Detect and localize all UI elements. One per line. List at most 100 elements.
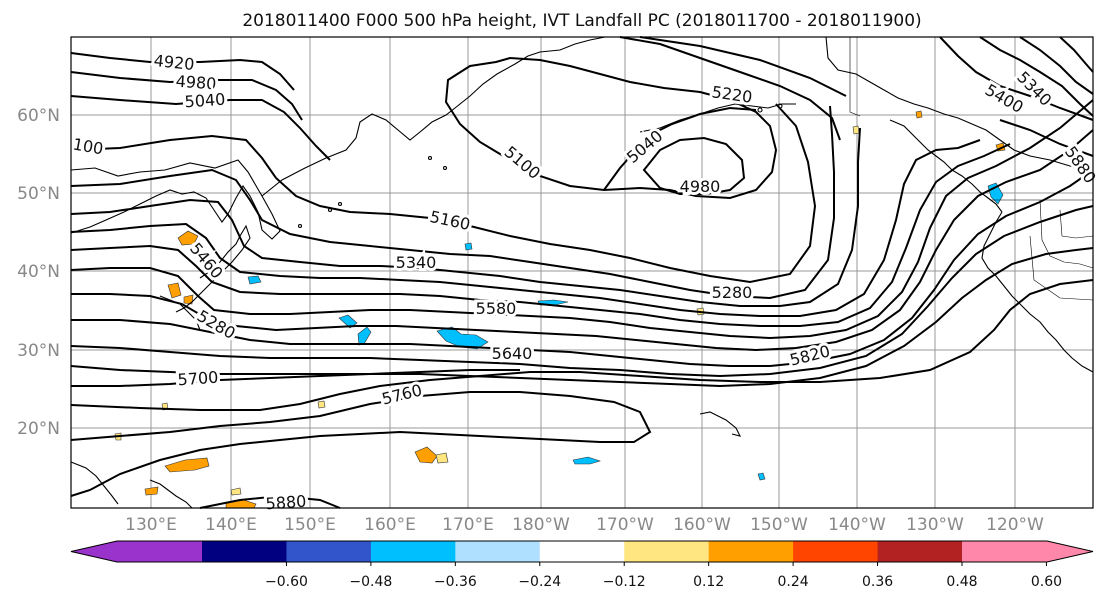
colorbar-band (877, 541, 963, 562)
lon-tick-label: 120°W (986, 515, 1044, 535)
colorbar-extend-min (71, 541, 202, 562)
contour-line (619, 36, 841, 141)
colorbar-band (455, 541, 541, 562)
contour-line (70, 127, 861, 307)
lon-tick-label: 160°W (673, 515, 731, 535)
alaska-coast (825, 36, 1094, 173)
island (442, 165, 448, 171)
alaska-canada-border (849, 37, 861, 117)
contour-line (639, 36, 847, 97)
colorbar-band (708, 541, 794, 562)
kamchatka-coast (261, 36, 606, 197)
island (337, 201, 343, 207)
japan-coast (175, 224, 251, 313)
contour-line (1019, 36, 1094, 95)
ivt-patch-yellow (230, 487, 242, 496)
colorbar-band (202, 541, 287, 562)
lat-tick-label: 50°N (17, 184, 60, 204)
us-state-border (1039, 199, 1094, 269)
contour-line (70, 247, 1094, 388)
hawaii-coast (699, 411, 742, 437)
contour-line (71, 169, 1094, 367)
asia-coast (70, 159, 281, 240)
lat-tick-label: 40°N (17, 262, 60, 282)
contour-line (939, 36, 1094, 121)
map-frame (70, 36, 1094, 509)
contour-line (71, 129, 1094, 352)
contour-line (70, 103, 817, 284)
colorbar-tick-label: −0.48 (349, 574, 392, 590)
ivt-patch-blue (464, 242, 473, 251)
contour-label: 5040 (184, 90, 226, 112)
colorbar-tick-label: 0.24 (778, 574, 809, 590)
philippines-coast (149, 479, 193, 509)
ivt-patch-orange (915, 110, 923, 119)
ivt-patch-blue (757, 472, 766, 481)
lon-tick-label: 170°E (442, 515, 494, 535)
contour-line (70, 99, 1094, 340)
island (297, 223, 303, 229)
contour-line (71, 369, 520, 387)
contour-line (70, 52, 295, 91)
colorbar-band (286, 541, 372, 562)
ivt-patch-blue (247, 275, 262, 285)
colorbar-band (793, 541, 879, 562)
colorbar-tick-label: 0.60 (1031, 574, 1062, 590)
lon-tick-label: 180°W (512, 515, 570, 535)
contour-line (642, 136, 746, 195)
coastlines (70, 36, 1094, 509)
colorbar-tick-label: 0.12 (693, 574, 724, 590)
ivt-patch-yellow (317, 400, 326, 409)
bc-coast (889, 119, 1003, 213)
contour-line (70, 105, 835, 300)
us-state-border (1059, 209, 1094, 239)
ivt-patch-yellow (435, 452, 449, 464)
colorbar-tick-label: 0.36 (862, 574, 893, 590)
latitude-ticks: 20°N 30°N 40°N 50°N 60°N (17, 106, 60, 439)
contour-line (603, 106, 757, 191)
contour-label: 5880 (265, 492, 307, 514)
us-west-coast (981, 211, 1094, 373)
ivt-patch-orange (144, 486, 159, 496)
colorbar-extend-max (962, 541, 1093, 562)
colorbar-tick-label: −0.36 (434, 574, 477, 590)
contour-line (70, 391, 652, 497)
korea-coast (159, 295, 201, 331)
contour-line (999, 119, 1094, 157)
island (757, 107, 763, 113)
ivt-patch-orange (167, 282, 182, 299)
lon-tick-label: 160°E (364, 515, 416, 535)
ivt-patch-blue (572, 456, 601, 465)
lon-tick-label: 150°W (750, 515, 808, 535)
colorbar-outline (70, 540, 1094, 563)
graticule (71, 37, 1093, 508)
ivt-patch-orange (177, 230, 199, 246)
contour-label: 5340 (396, 253, 437, 272)
contour-line (979, 36, 1094, 117)
colorbar-tick-label: −0.12 (603, 574, 646, 590)
contour-line (70, 143, 1011, 327)
longitude-ticks: 130°E 140°E 150°E 160°E 170°E 180°W 170°W 160°W… (125, 515, 1044, 535)
lat-tick-label: 30°N (17, 341, 60, 361)
colorbar-band (624, 541, 710, 562)
contour-line (70, 279, 1094, 411)
lon-tick-label: 130°E (125, 515, 177, 535)
ivt-patch-orange (164, 457, 210, 473)
ivt-patch-yellow (852, 125, 860, 135)
ivt-patch-blue (338, 314, 358, 329)
contour-line (70, 71, 303, 121)
colorbar-tick-label: 0.48 (946, 574, 977, 590)
colorbar (70, 540, 1094, 563)
contour-label: 5640 (492, 344, 533, 363)
contour-label: 5700 (177, 368, 219, 390)
island (427, 155, 433, 161)
contour-label: 5280 (712, 283, 753, 302)
lon-tick-label: 140°W (828, 515, 886, 535)
lon-tick-label: 150°E (284, 515, 336, 535)
lon-tick-label: 140°E (205, 515, 257, 535)
contour-line (444, 56, 778, 200)
colorbar-tick-label: −0.60 (265, 574, 308, 590)
ivt-shading (114, 110, 1006, 509)
contour-line (1059, 36, 1094, 73)
